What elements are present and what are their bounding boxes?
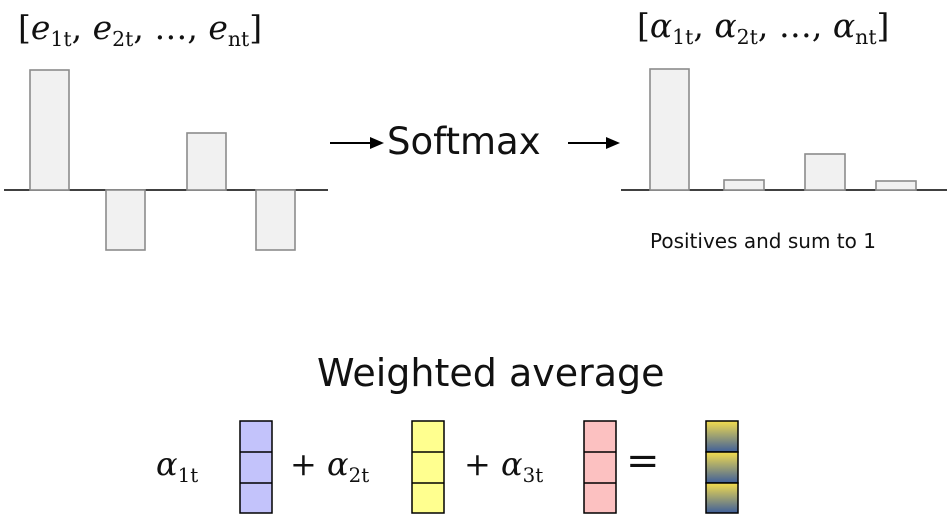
result-vector — [705, 420, 739, 514]
weight-term-1: α1t — [156, 445, 199, 487]
softmax-label: Softmax — [387, 120, 541, 163]
score-vector-label: [e1t, e2t, …, ent] — [18, 8, 263, 52]
arrow-out-icon — [568, 137, 620, 149]
weights-note: Positives and sum to 1 — [650, 229, 876, 253]
value-vector-1 — [239, 420, 273, 514]
weight-term-3: + α3t — [464, 445, 544, 487]
value-vector-3 — [583, 420, 617, 514]
score-bar — [186, 132, 227, 191]
value-vector-2 — [411, 420, 445, 514]
arrow-in-icon — [330, 137, 384, 149]
weight-bar-chart — [621, 68, 947, 191]
weight-bar — [875, 180, 917, 191]
score-bar — [105, 189, 146, 251]
equals-sign: = — [626, 438, 660, 484]
weight-bar — [723, 179, 765, 191]
weight-bar — [804, 153, 846, 191]
weight-bar — [649, 68, 690, 191]
weighted-average-title: Weighted average — [317, 351, 665, 395]
score-bar — [255, 189, 296, 251]
score-bar — [29, 69, 70, 191]
weight-vector-label: [α1t, α2t, …, αnt] — [637, 6, 890, 50]
score-bar-chart — [4, 69, 328, 251]
weight-term-2: + α2t — [290, 445, 370, 487]
